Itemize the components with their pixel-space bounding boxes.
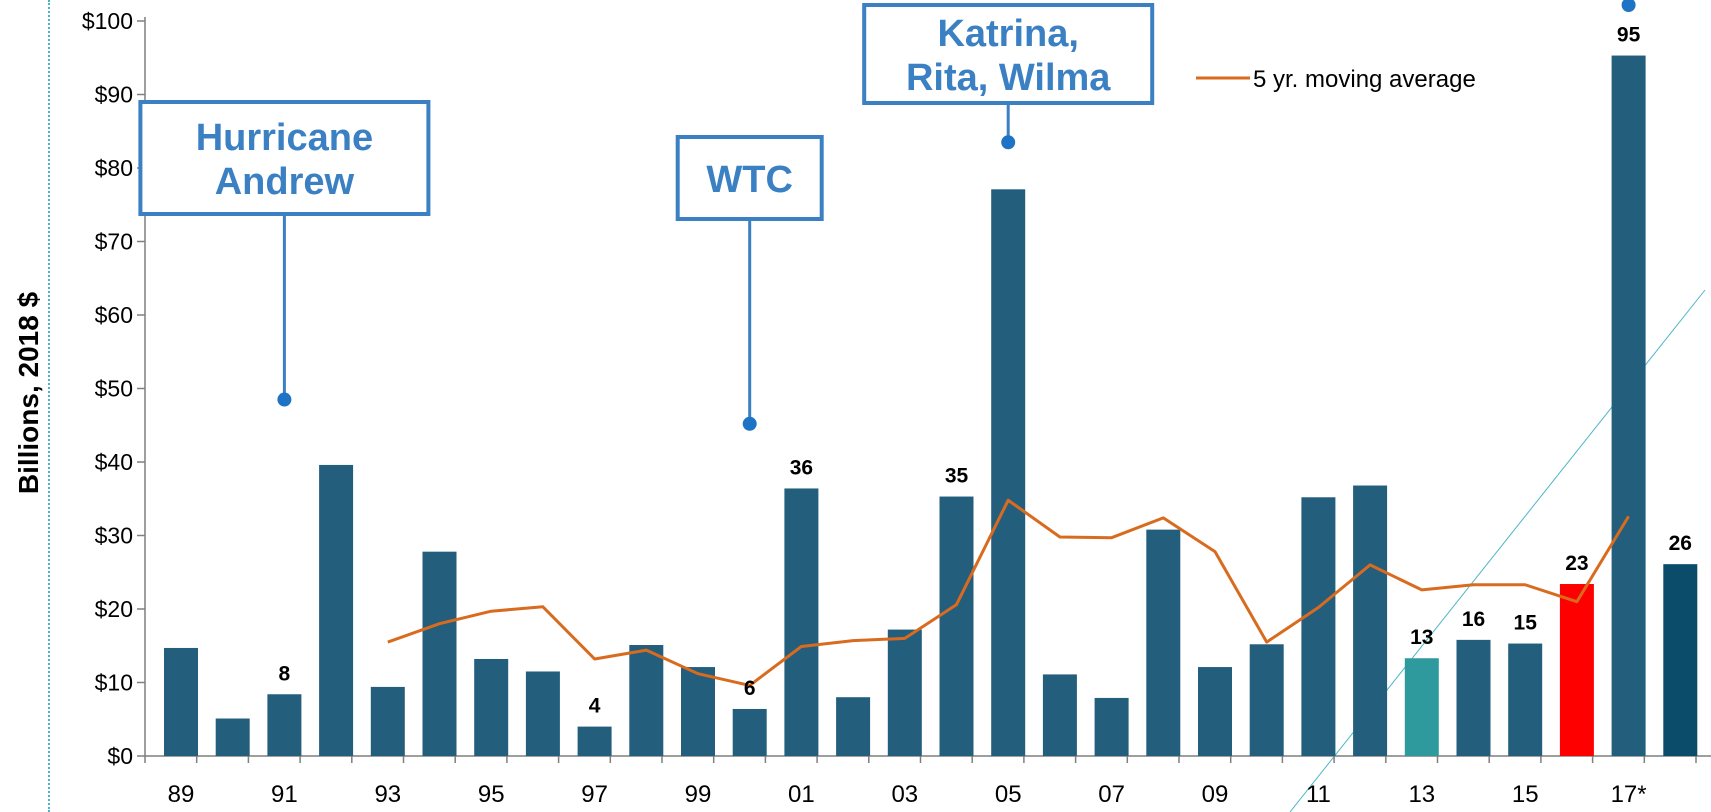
data-label: 95 (1617, 24, 1641, 47)
bar (1663, 564, 1698, 756)
bar (939, 496, 974, 756)
bar (370, 686, 405, 756)
data-labels: 8 4 6 36 35 13 16 15 23 95 26 (279, 24, 1692, 718)
bar (1301, 497, 1336, 756)
callout-text: Hurricane (196, 117, 373, 159)
x-tick-label: 97 (581, 781, 608, 808)
bar (319, 464, 354, 756)
callout-box (675, 135, 824, 221)
callout-text: Andrew (215, 161, 355, 203)
page-border (48, 0, 50, 812)
x-tick-label: 89 (168, 781, 195, 808)
bar (1456, 639, 1491, 756)
bar (1508, 643, 1543, 756)
callout-dot (742, 416, 757, 431)
data-label: 26 (1669, 532, 1692, 555)
y-axis-title: Billions, 2018 $ (13, 291, 44, 494)
bar (1146, 529, 1181, 756)
bar (1611, 55, 1646, 757)
moving-average-line (387, 498, 1630, 687)
bar (525, 671, 560, 756)
callout-dot (1621, 0, 1636, 12)
y-tick-label: $40 (95, 449, 133, 475)
y-tick-label: $0 (107, 743, 133, 769)
bar (836, 697, 871, 756)
callout-dot (277, 392, 292, 407)
bar (1353, 485, 1388, 756)
x-tick-label: 09 (1202, 781, 1229, 808)
bar (1559, 584, 1594, 756)
x-tick-label: 07 (1098, 781, 1125, 808)
data-label: 36 (790, 456, 813, 479)
x-tick-label: 13 (1408, 781, 1435, 808)
bar (991, 189, 1026, 756)
x-tick-label: 91 (271, 781, 298, 808)
data-label: 6 (744, 677, 756, 700)
callout-box (138, 100, 431, 216)
y-tick-label: $90 (95, 82, 133, 108)
bar (1198, 667, 1232, 756)
callout-dot (1001, 135, 1016, 150)
data-label: 35 (945, 465, 969, 488)
x-tick-label: 17* (1611, 781, 1647, 808)
bar (1404, 658, 1439, 756)
bar (1249, 644, 1284, 756)
x-tick-label: 15 (1512, 781, 1539, 808)
bar (215, 718, 250, 756)
bar (474, 658, 509, 756)
bar (629, 645, 664, 756)
callout-box (862, 3, 1155, 105)
x-tick-label: 05 (995, 781, 1022, 808)
bar (784, 488, 819, 756)
y-tick-label: $30 (95, 523, 133, 549)
bar (267, 694, 302, 756)
legend-label: 5 yr. moving average (1253, 66, 1476, 93)
bar (422, 551, 457, 756)
data-label: 13 (1410, 626, 1433, 649)
data-label: 8 (279, 662, 291, 685)
x-tick-label: 95 (478, 781, 505, 808)
y-tick-label: $50 (95, 376, 133, 402)
y-tick-label: $10 (95, 670, 133, 696)
bar (164, 647, 198, 756)
bar (887, 629, 922, 756)
x-tick-label: 99 (685, 781, 712, 808)
data-label: 4 (589, 695, 601, 718)
x-tick-label: 11 (1306, 781, 1331, 808)
bar (1094, 697, 1129, 756)
bars (164, 55, 1698, 757)
callout-text: Katrina, (937, 13, 1078, 55)
bar (732, 708, 767, 756)
axes: $0 $10 $20 $30 $40 $50 $60 $70 $80 $90 $100 89 91 93 9… (82, 8, 1711, 808)
callout-text: Rita, Wilma (906, 57, 1111, 99)
data-label: 15 (1514, 612, 1538, 635)
x-tick-label: 93 (374, 781, 401, 808)
callout-text: WTC (706, 159, 793, 201)
bar (1042, 674, 1077, 756)
x-tick-label: 03 (891, 781, 918, 808)
bar (577, 726, 612, 756)
x-tick-label: 01 (788, 781, 815, 808)
bar (681, 667, 715, 756)
data-label: 23 (1565, 552, 1588, 575)
y-tick-label: $60 (95, 302, 133, 328)
y-tick-label: $80 (95, 155, 133, 181)
y-tick-label: $20 (95, 596, 133, 622)
legend: 5 yr. moving average (1196, 66, 1476, 93)
data-label: 16 (1462, 608, 1485, 631)
moving-average-series (387, 498, 1630, 687)
y-tick-label: $100 (82, 8, 133, 34)
y-tick-label: $70 (95, 229, 133, 255)
